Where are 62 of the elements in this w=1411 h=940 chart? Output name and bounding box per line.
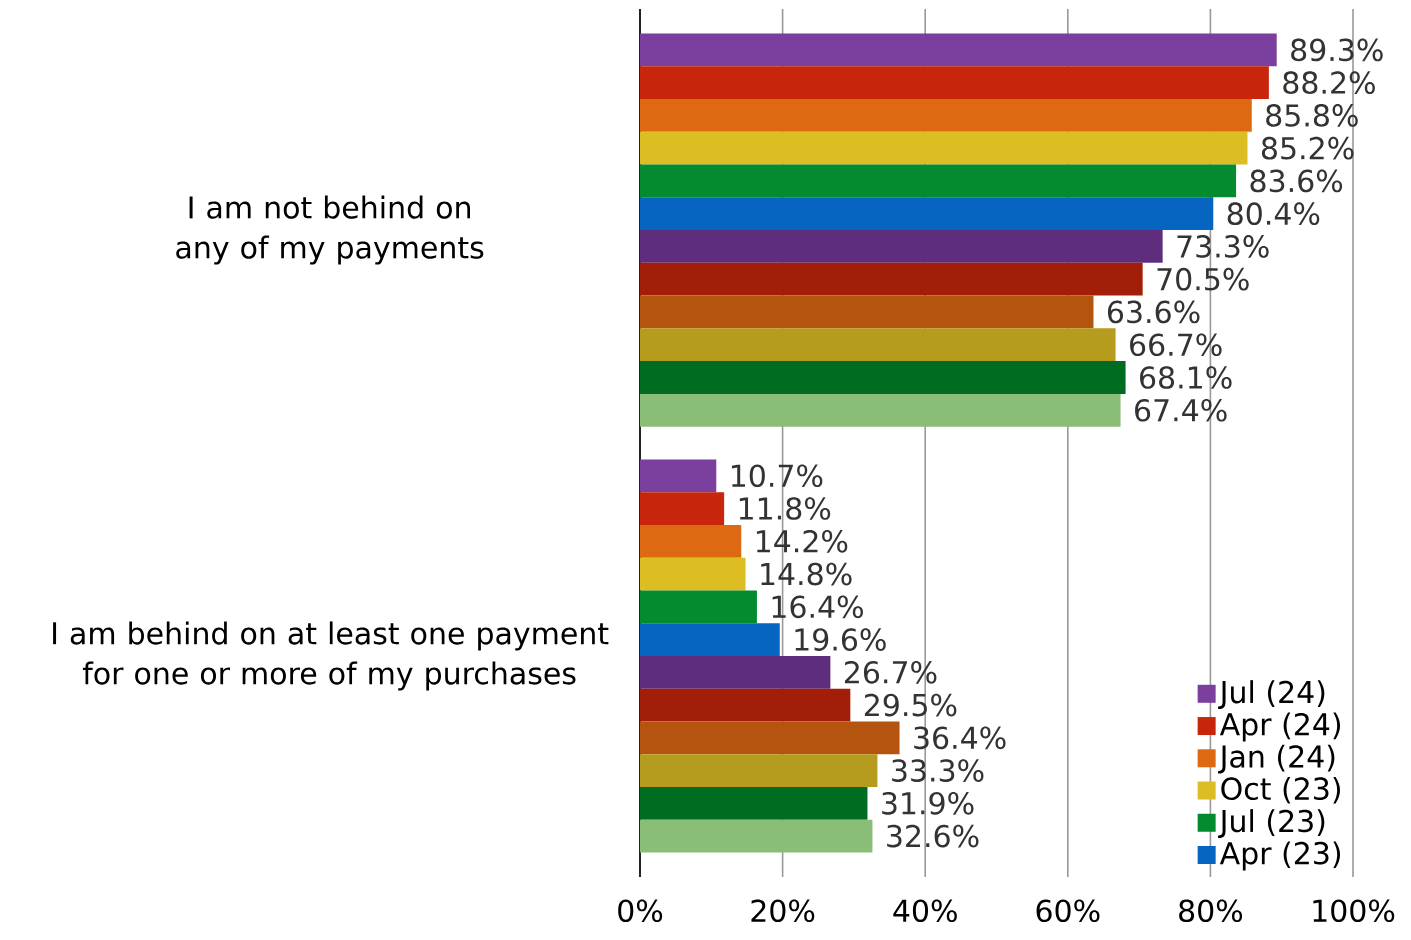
- bar: [640, 557, 746, 591]
- data-label: 29.5%: [864, 693, 957, 717]
- data-label: 31.9%: [882, 791, 974, 815]
- data-label: 63.6%: [1107, 300, 1200, 324]
- bar: [640, 819, 873, 853]
- x-tick-label: 100%: [1313, 899, 1395, 923]
- data-label: 33.3%: [892, 759, 984, 782]
- x-tick-label: 0%: [618, 899, 663, 923]
- bar: [640, 230, 1163, 263]
- bar: [640, 524, 742, 558]
- bar: [640, 131, 1248, 165]
- bar: [640, 754, 878, 787]
- bar: [640, 721, 900, 755]
- bar: [640, 688, 851, 722]
- data-label: 19.6%: [795, 628, 886, 651]
- bar: [640, 99, 1252, 132]
- legend-label: Apr (23): [1219, 841, 1341, 871]
- data-label: 26.7%: [844, 660, 937, 684]
- data-label: 73.3%: [1177, 235, 1269, 258]
- x-tick-label: 40%: [893, 899, 957, 923]
- data-label: 80.4%: [1227, 202, 1320, 226]
- bar: [640, 328, 1116, 362]
- bar: [640, 295, 1094, 329]
- data-label: 89.3%: [1291, 38, 1383, 62]
- data-label: 10.7%: [731, 464, 823, 488]
- bar: [640, 590, 757, 624]
- bar: [640, 33, 1277, 67]
- legend-label: Jan (24): [1218, 744, 1335, 774]
- data-label: 36.4%: [914, 726, 1006, 750]
- data-label: 68.1%: [1140, 366, 1232, 389]
- bar: [640, 623, 780, 656]
- bar: [640, 262, 1143, 296]
- y-tick-label: I am not behind on any of my payments: [176, 195, 484, 265]
- data-label: 32.6%: [887, 824, 979, 848]
- legend-label: Jul (23): [1218, 809, 1325, 838]
- bar: [640, 655, 831, 689]
- bar: [640, 393, 1121, 427]
- legend-label: Apr (24): [1219, 712, 1341, 742]
- data-label: 85.8%: [1266, 104, 1358, 127]
- data-label: 67.4%: [1135, 398, 1227, 422]
- bar: [640, 197, 1214, 231]
- bar: [640, 66, 1269, 100]
- x-tick-label: 20%: [751, 899, 815, 923]
- bar: [640, 492, 725, 525]
- legend-label: Oct (23): [1221, 776, 1340, 804]
- bar: [640, 786, 868, 820]
- data-label: 83.6%: [1250, 169, 1343, 193]
- bar: [640, 164, 1237, 198]
- bar: [640, 459, 717, 493]
- data-label: 70.5%: [1157, 267, 1249, 291]
- data-label: 16.4%: [772, 595, 863, 619]
- data-label: 88.2%: [1283, 71, 1375, 95]
- data-label: 85.2%: [1261, 136, 1354, 160]
- data-label: 14.2%: [756, 529, 848, 553]
- legend-label: Jul (24): [1218, 680, 1325, 709]
- data-label: 11.8%: [739, 497, 831, 520]
- y-tick-label: I am behind on at least one payment for one or more of my purchases: [53, 621, 609, 691]
- data-label: 66.7%: [1130, 333, 1222, 357]
- x-tick-label: 80%: [1179, 899, 1243, 923]
- x-tick-label: 60%: [1036, 899, 1100, 923]
- data-label: 14.8%: [761, 562, 852, 586]
- bar: [640, 361, 1126, 394]
